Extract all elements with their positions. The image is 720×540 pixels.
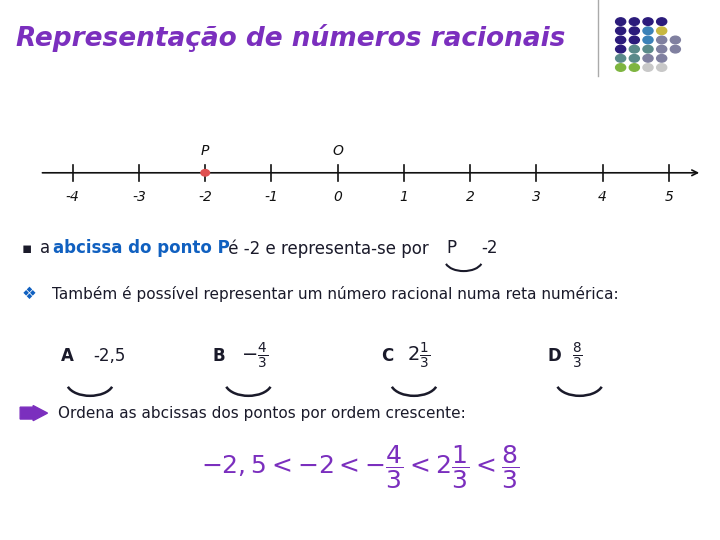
- Circle shape: [201, 170, 210, 176]
- Circle shape: [643, 55, 653, 62]
- Circle shape: [643, 18, 653, 25]
- Text: Ordena as abcissas dos pontos por ordem crescente:: Ordena as abcissas dos pontos por ordem …: [58, 406, 465, 421]
- Text: $2\frac{1}{3}$: $2\frac{1}{3}$: [407, 341, 430, 372]
- Circle shape: [670, 45, 680, 53]
- Circle shape: [629, 27, 639, 35]
- Text: ❖: ❖: [22, 285, 37, 303]
- Circle shape: [657, 18, 667, 25]
- Circle shape: [616, 64, 626, 71]
- Text: Também é possível representar um número racional numa reta numérica:: Também é possível representar um número …: [52, 286, 618, 302]
- Circle shape: [616, 36, 626, 44]
- Text: a: a: [40, 239, 55, 258]
- Text: -2: -2: [481, 239, 498, 258]
- Text: abcissa do ponto P: abcissa do ponto P: [53, 239, 229, 258]
- Circle shape: [643, 64, 653, 71]
- Circle shape: [657, 64, 667, 71]
- Text: D: D: [547, 347, 561, 366]
- Text: -2: -2: [198, 190, 212, 204]
- Text: $-\frac{4}{3}$: $-\frac{4}{3}$: [241, 341, 269, 372]
- Text: -2,5: -2,5: [94, 347, 126, 366]
- Circle shape: [657, 27, 667, 35]
- Circle shape: [629, 55, 639, 62]
- Text: -1: -1: [264, 190, 279, 204]
- Text: 0: 0: [333, 190, 342, 204]
- Circle shape: [670, 36, 680, 44]
- Text: C: C: [382, 347, 394, 366]
- Text: $\frac{8}{3}$: $\frac{8}{3}$: [572, 341, 583, 372]
- Text: 3: 3: [532, 190, 541, 204]
- Text: ▪: ▪: [22, 241, 32, 256]
- Text: O: O: [332, 144, 343, 158]
- Circle shape: [629, 18, 639, 25]
- Circle shape: [616, 45, 626, 53]
- Text: -3: -3: [132, 190, 146, 204]
- Circle shape: [643, 36, 653, 44]
- Text: $-2,5 < -2 < -\dfrac{4}{3} < 2\dfrac{1}{3} < \dfrac{8}{3}$: $-2,5 < -2 < -\dfrac{4}{3} < 2\dfrac{1}{…: [201, 443, 519, 491]
- Circle shape: [616, 55, 626, 62]
- Text: A: A: [61, 347, 74, 366]
- Text: é -2 e representa-se por: é -2 e representa-se por: [223, 239, 429, 258]
- Text: 4: 4: [598, 190, 607, 204]
- Text: 2: 2: [466, 190, 474, 204]
- Circle shape: [616, 18, 626, 25]
- Text: 1: 1: [400, 190, 408, 204]
- Text: 5: 5: [665, 190, 673, 204]
- Text: P: P: [446, 239, 456, 258]
- Circle shape: [657, 36, 667, 44]
- Circle shape: [616, 27, 626, 35]
- Circle shape: [657, 45, 667, 53]
- Circle shape: [629, 45, 639, 53]
- Text: Representação de números racionais: Representação de números racionais: [16, 24, 565, 52]
- Text: B: B: [212, 347, 225, 366]
- Circle shape: [629, 64, 639, 71]
- FancyArrow shape: [20, 406, 48, 421]
- Text: -4: -4: [66, 190, 80, 204]
- Circle shape: [643, 27, 653, 35]
- Circle shape: [629, 36, 639, 44]
- Circle shape: [657, 55, 667, 62]
- Circle shape: [643, 45, 653, 53]
- Text: P: P: [201, 144, 210, 158]
